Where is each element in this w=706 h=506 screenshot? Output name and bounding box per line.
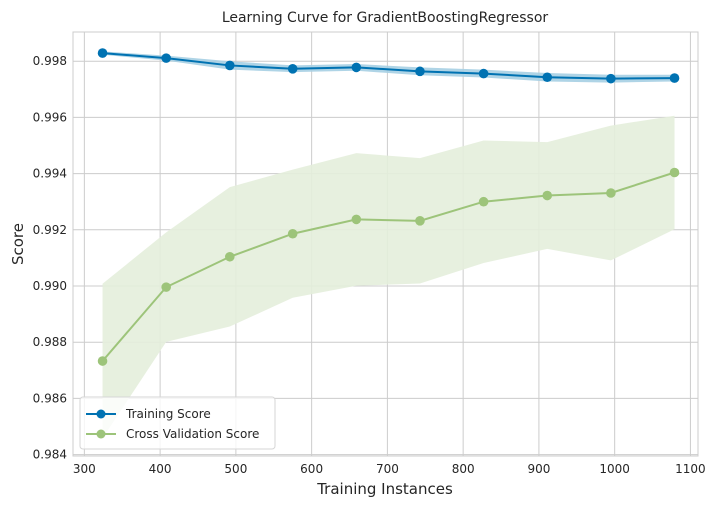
training-score-band bbox=[102, 51, 675, 83]
x-tick-label: 400 bbox=[149, 462, 172, 476]
x-axis-label: Training Instances bbox=[316, 480, 453, 498]
training-score-point bbox=[287, 64, 298, 74]
cv-score-point bbox=[97, 356, 108, 366]
x-tick-label: 300 bbox=[73, 462, 96, 476]
x-tick-labels: 300 400 500 600 700 800 900 1000 1100 bbox=[73, 462, 706, 476]
training-score-point bbox=[97, 48, 108, 58]
score-points bbox=[97, 48, 680, 366]
y-tick-label: 0.996 bbox=[33, 110, 67, 124]
x-tick-label: 500 bbox=[224, 462, 247, 476]
training-score-point bbox=[478, 68, 489, 79]
score-lines bbox=[101, 52, 675, 362]
y-tick-label: 0.984 bbox=[33, 448, 67, 462]
x-tick-label: 800 bbox=[452, 462, 475, 476]
cv-score-point bbox=[161, 282, 171, 292]
y-tick-label: 0.994 bbox=[33, 167, 67, 181]
cv-score-point bbox=[351, 214, 362, 225]
training-score-line bbox=[102, 52, 675, 80]
training-score-point bbox=[542, 72, 553, 83]
y-axis-label: Score bbox=[9, 223, 27, 265]
x-tick-label: 1000 bbox=[599, 462, 630, 476]
training-score-point bbox=[351, 62, 362, 73]
y-tick-label: 0.992 bbox=[33, 223, 67, 237]
x-tick-label: 900 bbox=[527, 462, 550, 476]
y-tick-labels: 0.984 0.986 0.988 0.990 0.992 0.994 0.996 0.998 bbox=[33, 54, 67, 461]
y-tick-label: 0.998 bbox=[33, 54, 67, 68]
legend-cv-marker bbox=[96, 429, 106, 439]
training-score-point bbox=[669, 73, 680, 83]
training-score-point bbox=[225, 60, 235, 71]
x-tick-label: 600 bbox=[300, 462, 323, 476]
cv-score-point bbox=[415, 216, 425, 226]
training-score-point bbox=[161, 53, 171, 63]
legend-training-marker bbox=[96, 409, 106, 419]
cv-score-point bbox=[606, 188, 616, 198]
y-tick-label: 0.990 bbox=[33, 279, 67, 293]
legend-training-label: Training Score bbox=[125, 407, 211, 421]
legend-cv-label: Cross Validation Score bbox=[126, 427, 259, 441]
training-score-point bbox=[415, 66, 425, 77]
training-score-point bbox=[606, 73, 616, 84]
plot-frame bbox=[72, 31, 699, 457]
legend-box bbox=[79, 396, 276, 450]
legend: Training Score Cross Validation Score bbox=[79, 396, 276, 450]
y-tick-label: 0.988 bbox=[33, 335, 67, 349]
cv-score-point bbox=[542, 190, 553, 201]
x-tick-label: 1100 bbox=[675, 462, 706, 476]
chart-title: Learning Curve for GradientBoostingRegre… bbox=[222, 10, 549, 26]
cv-score-point bbox=[225, 251, 235, 262]
y-tick-label: 0.986 bbox=[33, 391, 67, 405]
cv-score-point bbox=[478, 196, 489, 207]
cv-score-line bbox=[101, 171, 675, 362]
cv-score-point bbox=[287, 228, 298, 239]
x-tick-label: 700 bbox=[376, 462, 399, 476]
cv-score-point bbox=[669, 167, 680, 178]
